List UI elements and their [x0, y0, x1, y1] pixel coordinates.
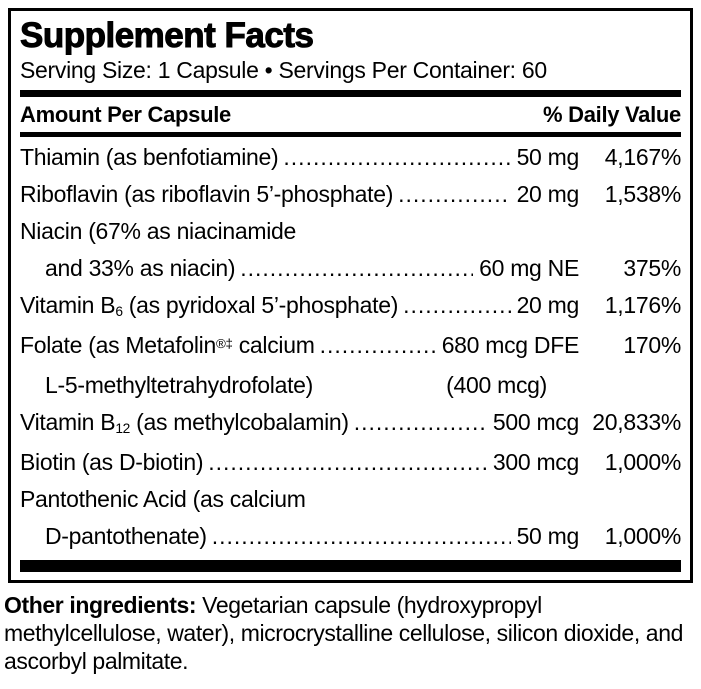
nutrient-line: Niacin (67% as niacinamide [20, 213, 681, 250]
nutrient-row: Thiamin (as benfotiamine) 50 mg 4,167% [20, 139, 681, 176]
column-header-daily-value: % Daily Value [543, 102, 681, 128]
nutrient-name-part: Thiamin (as benfotiamine) [20, 144, 279, 171]
nutrient-name: and 33% as niacin) [45, 250, 236, 287]
nutrient-name: Pantothenic Acid (as calcium [20, 481, 306, 518]
nutrient-name: Biotin (as D-biotin) [20, 444, 203, 481]
nutrient-row: Folate (as Metafolin®‡ calcium 680 mcg DF… [20, 327, 681, 404]
dot-leader [403, 287, 510, 324]
daily-value: 20,833% [592, 409, 681, 436]
nutrient-name-part: (as pyridoxal 5’-phosphate) [122, 292, 399, 319]
daily-value: 1,176% [604, 292, 682, 319]
dot-leader [240, 250, 473, 287]
panel-title: Supplement Facts [20, 15, 315, 55]
divider-bar-bottom [20, 560, 681, 573]
daily-value: 375% [623, 255, 681, 282]
nutrient-name: Niacin (67% as niacinamide [20, 213, 296, 250]
nutrient-name-part: Vitamin B [20, 409, 116, 436]
nutrient-amount: (400 mcg) [446, 372, 547, 399]
daily-value: 170% [623, 332, 681, 359]
nutrient-name: L-5-methyltetrahydrofolate) [45, 367, 313, 404]
nutrient-name: D-pantothenate) [45, 518, 207, 555]
supplement-facts-panel: Supplement Facts Serving Size: 1 Capsule… [8, 8, 693, 584]
nutrient-line: Thiamin (as benfotiamine) 50 mg 4,167% [20, 139, 681, 176]
nutrient-name-part: L-5-methyltetrahydrofolate) [45, 372, 314, 399]
nutrient-row: Riboflavin (as riboflavin 5’-phosphate) 2… [20, 176, 681, 213]
dot-leader [212, 518, 511, 555]
other-ingredients-text: Vegetarian capsule (hydroxypropyl methyl… [4, 592, 683, 675]
nutrient-amount: 20 mg [516, 181, 580, 208]
nutrient-amount: 50 mg [516, 144, 580, 171]
dot-leader [283, 139, 510, 176]
nutrient-name-part: Folate (as Metafolin [20, 332, 216, 359]
nutrient-name: Thiamin (as benfotiamine) [20, 139, 279, 176]
column-header-amount: Amount Per Capsule [20, 102, 231, 128]
dot-leader [320, 327, 436, 364]
divider-bar-top [20, 90, 681, 98]
nutrient-name: Riboflavin (as riboflavin 5’-phosphate) [20, 176, 393, 213]
other-ingredients-label: Other ingredients: [4, 592, 197, 619]
nutrient-row: Vitamin B12 (as methylcobalamin) 500 mcg 2… [20, 404, 681, 444]
nutrient-row: Niacin (67% as niacinamide and 33% as nia… [20, 213, 681, 287]
nutrient-amount: 500 mcg [492, 409, 579, 436]
nutrient-amount: 300 mcg [492, 449, 579, 476]
nutrient-name-part: calcium [232, 332, 315, 359]
nutrient-name-part: Riboflavin (as riboflavin 5’-phosphate) [20, 181, 394, 208]
nutrient-row: Vitamin B6 (as pyridoxal 5’-phosphate) 20… [20, 287, 681, 327]
nutrient-line: D-pantothenate) 50 mg 1,000% [20, 518, 681, 555]
nutrient-row: Biotin (as D-biotin) 300 mcg 1,000% [20, 444, 681, 481]
nutrient-name-part: Niacin (67% as niacinamide [20, 218, 297, 245]
nutrient-name-part: and 33% as niacin) [45, 255, 236, 282]
nutrient-name-part: Pantothenic Acid (as calcium [20, 486, 306, 513]
nutrient-name-part: Biotin (as D-biotin) [20, 449, 204, 476]
dot-leader [354, 404, 487, 441]
nutrient-name-part: 6 [115, 303, 123, 319]
nutrient-name: Vitamin B6 (as pyridoxal 5’-phosphate) [20, 287, 398, 327]
daily-value: 1,000% [604, 449, 682, 476]
nutrient-name-part: ®‡ [215, 336, 233, 352]
daily-value: 1,538% [604, 181, 682, 208]
nutrient-name-part: (as methylcobalamin) [130, 409, 349, 436]
nutrient-line: and 33% as niacin) 60 mg NE 375% [20, 250, 681, 287]
nutrient-line: Biotin (as D-biotin) 300 mcg 1,000% [20, 444, 681, 481]
dot-leader [398, 176, 510, 213]
nutrient-name-part: 12 [115, 420, 131, 436]
nutrient-amount: 680 mcg DFE [441, 332, 580, 359]
nutrient-amount: 60 mg NE [479, 255, 579, 282]
divider-bar-mid [20, 132, 681, 138]
nutrient-name-part: Vitamin B [20, 292, 116, 319]
dot-leader [208, 444, 487, 481]
nutrient-amount: 50 mg [516, 523, 580, 550]
nutrient-line: Vitamin B6 (as pyridoxal 5’-phosphate) 20… [20, 287, 681, 327]
nutrient-line: L-5-methyltetrahydrofolate) (400 mcg) [20, 367, 681, 404]
nutrient-line: Riboflavin (as riboflavin 5’-phosphate) 2… [20, 176, 681, 213]
nutrient-name: Folate (as Metafolin®‡ calcium [20, 327, 315, 367]
daily-value: 1,000% [604, 523, 682, 550]
nutrient-rows: Thiamin (as benfotiamine) 50 mg 4,167% Ribo… [20, 137, 681, 555]
nutrient-row: Pantothenic Acid (as calcium D-pantothena… [20, 481, 681, 555]
nutrient-line: Pantothenic Acid (as calcium [20, 481, 681, 518]
serving-info: Serving Size: 1 Capsule • Servings Per C… [20, 57, 547, 84]
nutrient-line: Folate (as Metafolin®‡ calcium 680 mcg DF… [20, 327, 681, 367]
other-ingredients: Other ingredients: Vegetarian capsule (h… [4, 591, 697, 675]
nutrient-name-part: D-pantothenate) [45, 523, 207, 550]
nutrient-name: Vitamin B12 (as methylcobalamin) [20, 404, 349, 444]
column-header-row: Amount Per Capsule % Daily Value [20, 97, 681, 132]
nutrient-line: Vitamin B12 (as methylcobalamin) 500 mcg 2… [20, 404, 681, 444]
nutrient-amount: 20 mg [516, 292, 580, 319]
daily-value: 4,167% [604, 144, 682, 171]
